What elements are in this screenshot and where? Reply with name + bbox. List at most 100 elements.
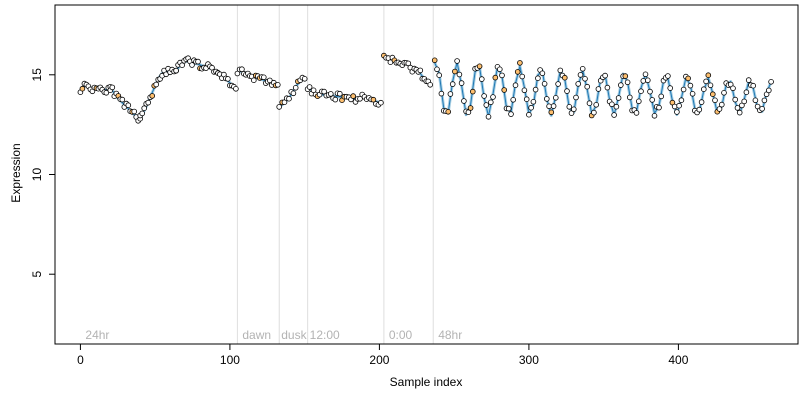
data-point (743, 89, 750, 95)
data-point (644, 77, 651, 84)
data-point (555, 81, 561, 87)
data-point (656, 104, 662, 111)
data-point (233, 86, 239, 92)
data-point (707, 82, 714, 89)
data-point (490, 94, 496, 100)
data-point (357, 96, 363, 102)
data-point (508, 111, 514, 117)
data-point (336, 90, 343, 97)
data-point (761, 97, 768, 104)
data-point (687, 82, 694, 89)
data-point (476, 63, 483, 70)
data-point (239, 66, 245, 72)
data-point (678, 97, 685, 103)
phase-divider-lines (236, 5, 434, 344)
data-point (604, 84, 611, 91)
data-point (586, 100, 593, 106)
data-point (640, 78, 647, 84)
y-axis-label: Expression (9, 143, 23, 202)
data-point (577, 72, 584, 78)
data-point (125, 102, 132, 108)
data-point (633, 110, 640, 116)
data-point (496, 66, 503, 73)
x-tick-label: 0 (77, 353, 84, 367)
data-point (579, 66, 586, 72)
data-point (327, 91, 334, 97)
data-point (251, 77, 257, 83)
data-point (505, 105, 512, 112)
data-point (602, 72, 608, 79)
data-point (638, 88, 644, 94)
data-point (141, 105, 148, 111)
data-point (721, 90, 727, 96)
data-point (709, 91, 716, 97)
data-point (750, 82, 756, 89)
data-point (139, 110, 146, 117)
data-point (535, 75, 541, 81)
data-point (752, 97, 759, 104)
data-point (718, 101, 725, 108)
x-tick-label: 100 (220, 353, 240, 367)
data-point (149, 93, 156, 99)
data-point (103, 90, 110, 96)
data-point (674, 109, 680, 115)
phase-label: 12:00 (310, 328, 340, 342)
y-axis: 5 10 15 (30, 68, 56, 278)
data-point (530, 99, 537, 105)
data-point (736, 109, 743, 116)
x-tick-label: 200 (369, 353, 389, 367)
data-point (680, 86, 687, 93)
data-point (487, 99, 494, 106)
data-point (501, 87, 508, 93)
data-point (189, 62, 195, 68)
data-point (615, 95, 622, 101)
data-point (266, 77, 273, 84)
data-point (456, 71, 463, 78)
data-point (485, 114, 492, 120)
data-point (548, 109, 555, 116)
data-point (546, 103, 552, 110)
data-point (526, 111, 532, 118)
x-tick-label: 400 (668, 353, 688, 367)
data-point (276, 104, 283, 110)
data-point (532, 86, 539, 93)
data-point (765, 87, 772, 94)
data-point (528, 104, 534, 111)
plot-frame (54, 4, 799, 345)
data-point (622, 73, 629, 79)
data-point (658, 93, 664, 100)
data-point (492, 74, 499, 81)
data-point (109, 84, 116, 91)
data-point (447, 91, 454, 97)
data-point (671, 103, 678, 110)
data-point (541, 81, 548, 87)
phase-label: dusk (281, 328, 307, 342)
data-point (483, 102, 490, 108)
data-point (539, 70, 546, 77)
data-point (566, 104, 573, 110)
data-point (195, 58, 201, 65)
data-point (512, 82, 519, 88)
data-point (145, 99, 152, 106)
x-tick-label: 300 (519, 353, 539, 367)
data-point (292, 85, 299, 91)
data-point (458, 80, 465, 86)
data-point (469, 88, 476, 95)
data-point (519, 73, 525, 80)
data-point (550, 103, 557, 109)
data-point (593, 102, 599, 108)
data-point (582, 76, 588, 82)
data-point (445, 109, 452, 115)
data-point (173, 67, 179, 74)
data-point (624, 79, 631, 86)
x-axis: 0 100 200 300 400 (77, 343, 689, 367)
data-point (696, 106, 703, 113)
data-point (517, 60, 523, 66)
data-point (564, 88, 570, 94)
data-point (467, 105, 474, 111)
data-point (79, 85, 86, 92)
data-point (557, 67, 564, 74)
data-point (700, 86, 707, 92)
data-point (438, 90, 445, 97)
